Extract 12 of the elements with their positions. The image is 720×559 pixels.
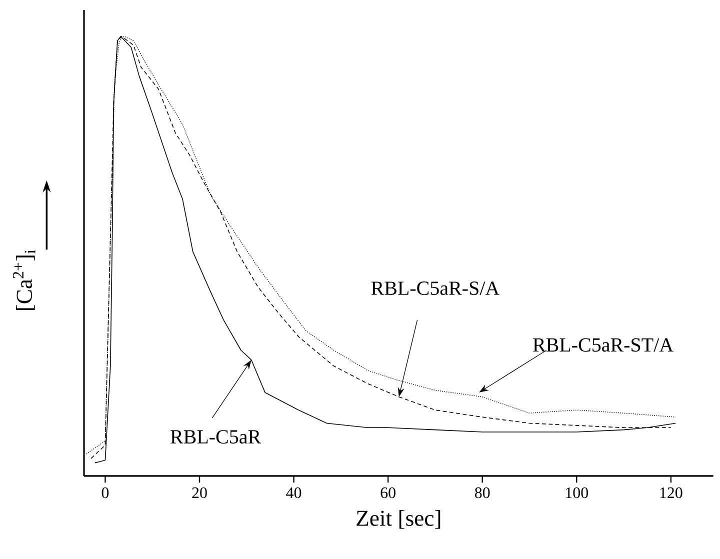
y-axis-title: [Ca$^{2+}$]$_{i}$ [12,250,36,310]
annotation: RBL-C5aR-S/A [371,282,500,295]
x-tick-label: 60 [380,487,396,498]
x-tick-label: 20 [192,487,207,498]
x-tick-label: 120 [660,487,682,498]
x-tick-label: 0 [102,487,109,498]
annotation: RBL-C5aR-ST/A [533,338,674,352]
annotation: RBL-C5aR [170,430,262,444]
x-tick-label: 80 [474,487,490,498]
x-tick-label: 40 [286,487,302,498]
x-axis-title: Zeit [sec] [356,510,440,529]
x-tick-label: 100 [566,487,588,498]
